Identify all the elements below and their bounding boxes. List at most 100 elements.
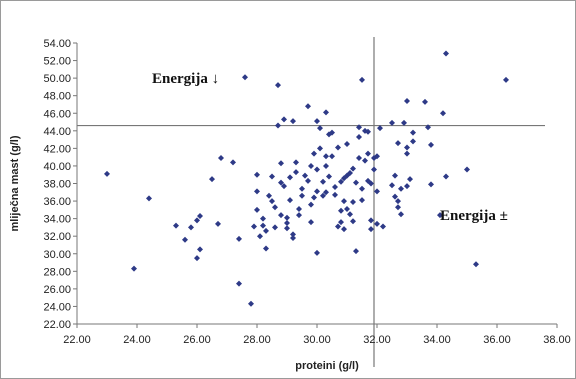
axes bbox=[73, 42, 558, 328]
data-point bbox=[269, 173, 275, 180]
x-tick-label: 28.00 bbox=[243, 334, 271, 346]
data-point bbox=[317, 145, 323, 152]
data-point bbox=[353, 179, 359, 186]
data-point bbox=[299, 185, 305, 192]
data-point bbox=[197, 212, 203, 219]
x-axis-title: proteini (g/l) bbox=[295, 360, 359, 372]
data-point bbox=[308, 162, 314, 169]
data-point bbox=[389, 182, 395, 189]
data-point bbox=[266, 192, 272, 199]
data-point bbox=[332, 184, 338, 191]
data-point bbox=[293, 169, 299, 176]
data-point bbox=[437, 212, 443, 219]
data-point bbox=[338, 207, 344, 214]
data-point bbox=[254, 171, 260, 178]
data-point bbox=[326, 173, 332, 180]
data-point bbox=[374, 188, 380, 195]
data-point bbox=[350, 165, 356, 172]
data-point bbox=[269, 198, 275, 205]
data-point bbox=[338, 219, 344, 226]
data-point bbox=[302, 172, 308, 179]
data-point bbox=[428, 141, 434, 148]
data-point bbox=[359, 76, 365, 83]
data-point bbox=[215, 220, 221, 227]
data-point bbox=[359, 185, 365, 192]
data-point bbox=[365, 150, 371, 157]
data-point bbox=[404, 97, 410, 104]
data-point bbox=[173, 222, 179, 229]
data-point bbox=[410, 138, 416, 145]
data-point bbox=[335, 223, 341, 230]
data-point bbox=[254, 206, 260, 213]
reference-lines bbox=[77, 37, 545, 367]
y-tick-label: 46.00 bbox=[43, 108, 71, 120]
data-point bbox=[251, 223, 257, 230]
data-point bbox=[350, 218, 356, 225]
y-tick-label: 40.00 bbox=[43, 161, 71, 173]
data-point bbox=[356, 155, 362, 162]
data-point bbox=[362, 157, 368, 164]
data-point bbox=[305, 177, 311, 184]
x-tick-label: 30.00 bbox=[303, 334, 331, 346]
data-point bbox=[353, 248, 359, 255]
data-point bbox=[287, 174, 293, 181]
data-point bbox=[356, 124, 362, 131]
y-tick-label: 42.00 bbox=[43, 143, 71, 155]
data-point bbox=[236, 280, 242, 287]
data-point bbox=[248, 300, 254, 307]
y-tick-labels: 22.00 24.00 26.00 28.00 30.00 32.00 34.00 36.00… bbox=[43, 38, 71, 331]
y-tick-label: 52.00 bbox=[43, 56, 71, 68]
data-point bbox=[392, 172, 398, 179]
data-point bbox=[380, 223, 386, 230]
data-point bbox=[338, 178, 344, 185]
data-point bbox=[308, 201, 314, 208]
data-point bbox=[314, 118, 320, 125]
data-point bbox=[272, 224, 278, 231]
data-point bbox=[296, 205, 302, 212]
data-point bbox=[422, 98, 428, 105]
data-point bbox=[374, 220, 380, 227]
data-point bbox=[323, 189, 329, 196]
data-point bbox=[275, 82, 281, 89]
data-point bbox=[257, 233, 263, 240]
y-tick-label: 34.00 bbox=[43, 214, 71, 226]
x-tick-label: 36.00 bbox=[483, 334, 511, 346]
annotation-energija-low: Energija ↓ bbox=[152, 71, 219, 87]
data-point bbox=[311, 194, 317, 201]
data-point bbox=[377, 125, 383, 132]
data-point bbox=[290, 118, 296, 125]
data-point bbox=[389, 119, 395, 126]
x-tick-label: 38.00 bbox=[543, 334, 571, 346]
data-point bbox=[395, 198, 401, 205]
data-point bbox=[440, 110, 446, 117]
x-tick-label: 24.00 bbox=[123, 334, 151, 346]
data-point bbox=[374, 153, 380, 160]
data-point bbox=[464, 166, 470, 173]
x-tick-labels: 22.00 24.00 26.00 28.00 30.00 32.00 34.00 36.00… bbox=[63, 334, 571, 346]
data-point bbox=[368, 217, 374, 224]
y-tick-label: 48.00 bbox=[43, 91, 71, 103]
data-point bbox=[335, 144, 341, 151]
data-point bbox=[443, 50, 449, 57]
data-point bbox=[350, 198, 356, 205]
x-tick-label: 32.00 bbox=[363, 334, 391, 346]
data-point bbox=[182, 236, 188, 243]
data-point bbox=[356, 133, 362, 140]
data-point bbox=[503, 76, 509, 83]
data-point bbox=[365, 128, 371, 135]
data-point bbox=[293, 159, 299, 166]
data-point bbox=[194, 217, 200, 224]
data-point bbox=[401, 119, 407, 126]
y-tick-label: 30.00 bbox=[43, 249, 71, 261]
y-tick-label: 22.00 bbox=[43, 319, 71, 331]
data-point bbox=[407, 176, 413, 183]
y-tick-label: 54.00 bbox=[43, 38, 71, 50]
data-point bbox=[323, 162, 329, 169]
data-point bbox=[443, 173, 449, 180]
data-point bbox=[404, 183, 410, 190]
data-point bbox=[290, 231, 296, 238]
x-tick-label: 34.00 bbox=[423, 334, 451, 346]
data-point bbox=[308, 219, 314, 226]
